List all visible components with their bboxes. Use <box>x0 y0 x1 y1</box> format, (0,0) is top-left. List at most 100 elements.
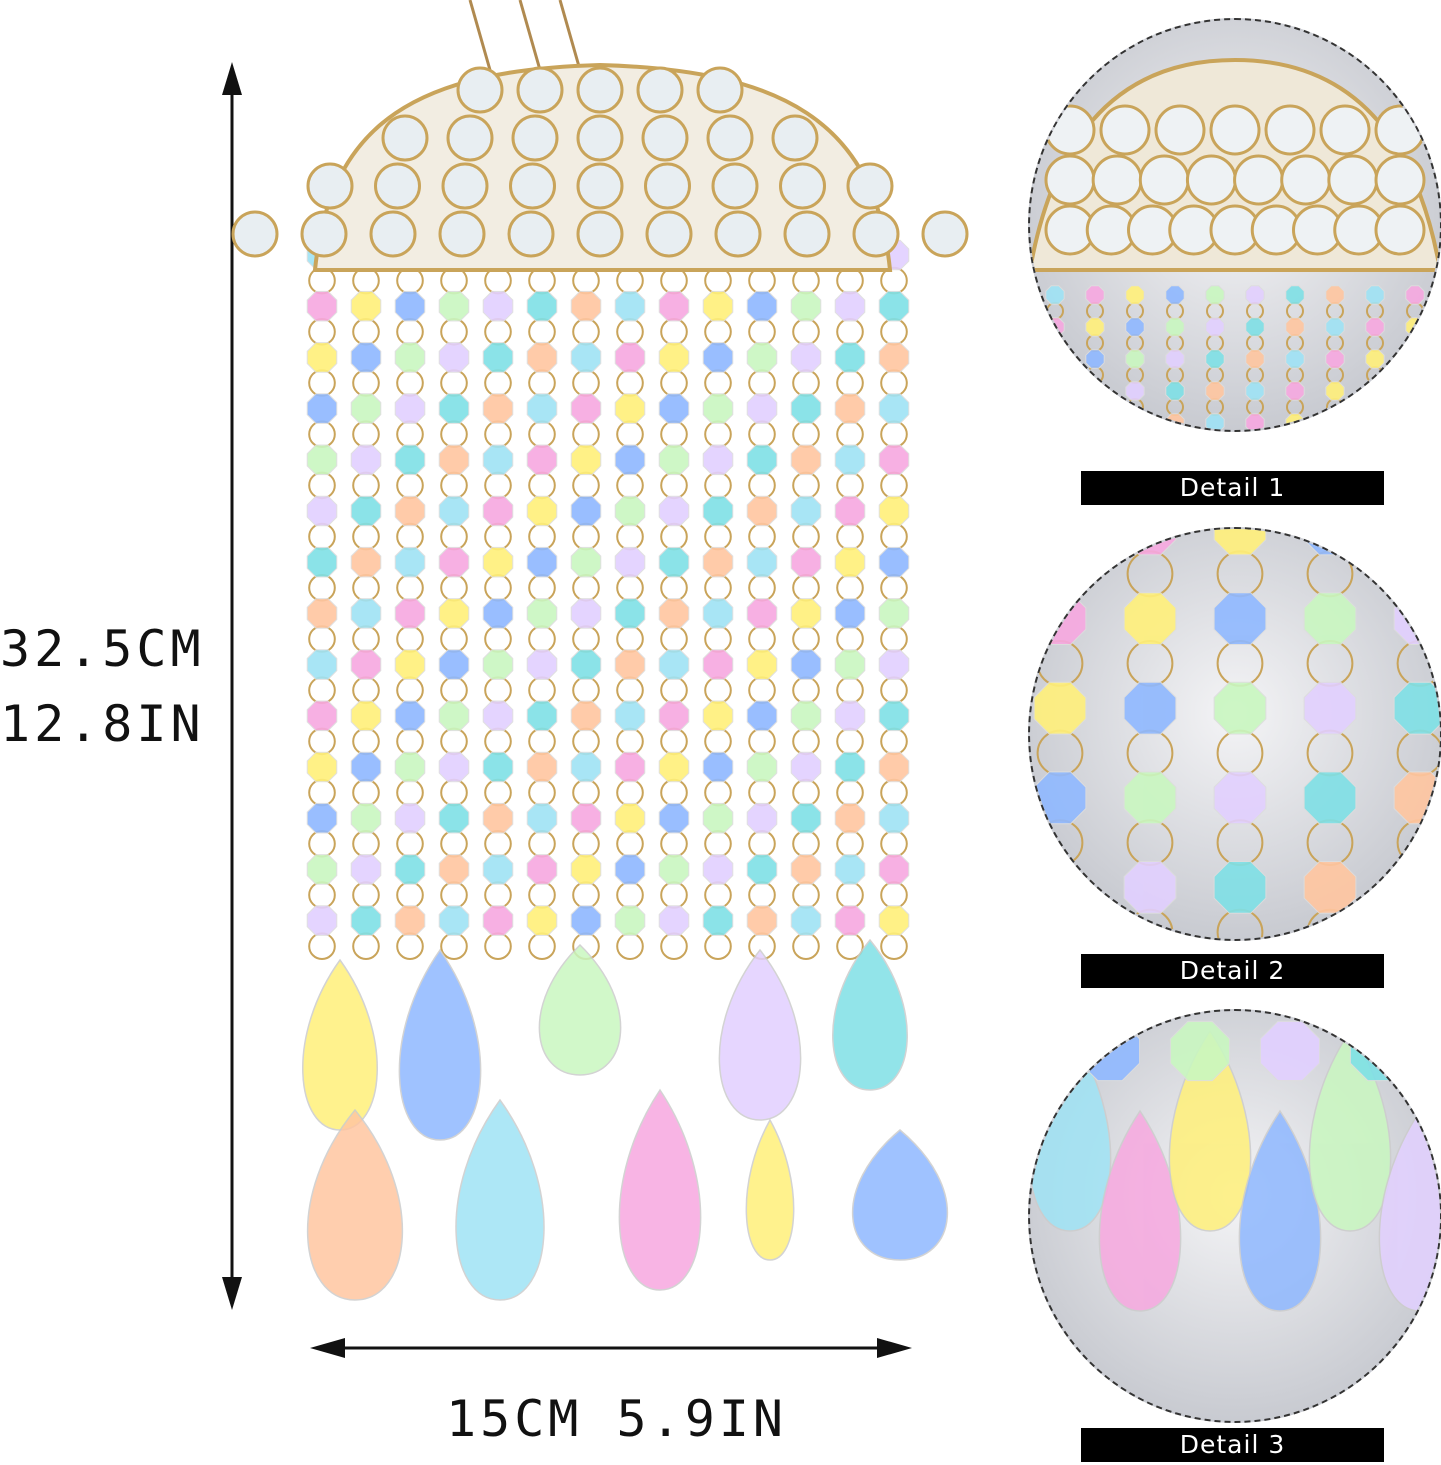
crystal-bead <box>1405 317 1425 337</box>
crystal-drop <box>306 1108 404 1301</box>
crystal-bead <box>1123 861 1177 914</box>
crystal-bead <box>1285 349 1305 369</box>
crystal-bead <box>658 495 690 527</box>
crystal-bead <box>878 649 910 680</box>
gold-ring <box>836 318 864 346</box>
gold-ring <box>1126 819 1174 867</box>
gold-ring <box>484 830 512 858</box>
crystal-bead <box>1303 529 1357 556</box>
gold-ring <box>1396 640 1440 687</box>
crystal-bead <box>306 598 338 629</box>
gold-ring <box>748 369 776 397</box>
gold-ring <box>880 727 908 756</box>
crystal-bead <box>746 905 778 936</box>
dome-crystal <box>576 66 624 114</box>
crystal-bead <box>746 444 778 476</box>
gold-ring <box>528 574 556 602</box>
hanging-cord <box>558 0 582 71</box>
crystal-bead <box>1205 349 1225 369</box>
dome-crystal <box>1374 104 1426 156</box>
crystal-bead <box>1405 285 1425 305</box>
crystal-bead <box>614 905 646 936</box>
gold-ring <box>792 574 820 602</box>
crystal-drop <box>832 938 908 1091</box>
crystal-bead <box>438 290 470 322</box>
gold-ring <box>352 625 380 653</box>
gold-ring <box>1366 302 1384 320</box>
crystal-bead <box>834 700 866 732</box>
crystal-bead <box>702 751 734 783</box>
gold-ring <box>792 778 820 807</box>
crystal-bead <box>1165 285 1185 305</box>
gold-ring <box>792 625 820 653</box>
crystal-drop <box>1030 1029 1112 1232</box>
crystal-bead <box>746 854 778 885</box>
crystal-bead <box>482 393 514 424</box>
crystal-bead <box>658 444 690 476</box>
crystal-bead <box>834 495 866 527</box>
crystal-bead <box>350 546 382 578</box>
gold-ring <box>880 778 908 807</box>
gold-ring <box>836 625 864 653</box>
gold-ring <box>352 318 380 346</box>
gold-ring <box>1046 302 1064 320</box>
gold-ring <box>440 369 468 397</box>
gold-ring <box>1366 398 1384 416</box>
dome-crystal <box>921 210 969 258</box>
arrow-head-left-icon <box>310 1338 345 1358</box>
crystal-bead <box>878 444 910 476</box>
crystal-bead <box>1165 381 1185 401</box>
gold-ring <box>484 420 512 449</box>
gold-ring <box>308 727 336 756</box>
dome-crystal <box>783 210 831 258</box>
crystal-bead <box>1165 349 1185 369</box>
crystal-bead <box>1123 529 1177 556</box>
crystal-bead <box>482 546 514 578</box>
gold-ring <box>792 932 820 961</box>
crystal-bead <box>790 393 822 424</box>
crystal-bead <box>614 854 646 885</box>
gold-ring <box>440 420 468 449</box>
crystal-bead <box>526 802 558 834</box>
gold-ring <box>440 932 468 961</box>
gold-ring <box>660 676 688 705</box>
crystal-bead <box>1169 1020 1231 1082</box>
gold-ring <box>528 830 556 858</box>
gold-ring <box>484 369 512 397</box>
crystal-bead <box>790 546 822 578</box>
crystal-bead <box>702 854 734 885</box>
crystal-bead <box>570 342 602 373</box>
gold-ring <box>572 369 600 397</box>
gold-ring <box>704 318 732 346</box>
gold-ring <box>704 574 732 602</box>
gold-ring <box>616 881 644 909</box>
gold-ring <box>660 471 688 500</box>
crystal-drop <box>1098 1109 1182 1312</box>
gold-ring <box>704 727 732 756</box>
gold-ring <box>352 830 380 858</box>
gold-ring <box>704 420 732 449</box>
crystal-drop <box>851 1129 949 1261</box>
gold-ring <box>616 471 644 500</box>
gold-ring <box>660 778 688 807</box>
crystal-bead <box>1213 529 1267 556</box>
dome-crystal <box>1044 154 1096 206</box>
crystal-bead <box>570 495 602 527</box>
crystal-bead <box>702 598 734 629</box>
crystal-bead <box>702 700 734 732</box>
crystal-bead <box>1245 285 1265 305</box>
crystal-bead <box>1405 413 1425 430</box>
crystal-bead <box>306 342 338 373</box>
crystal-bead <box>1285 413 1305 430</box>
crystal-bead <box>394 290 426 322</box>
gold-ring <box>1046 366 1064 384</box>
gold-ring <box>1326 334 1344 352</box>
crystal-bead <box>1213 771 1267 825</box>
crystal-bead <box>878 393 910 424</box>
crystal-bead <box>790 854 822 885</box>
crystal-bead <box>1393 771 1440 825</box>
crystal-bead <box>482 802 514 834</box>
gold-ring <box>484 932 512 961</box>
gold-ring <box>748 881 776 909</box>
crystal-bead <box>1045 317 1065 337</box>
